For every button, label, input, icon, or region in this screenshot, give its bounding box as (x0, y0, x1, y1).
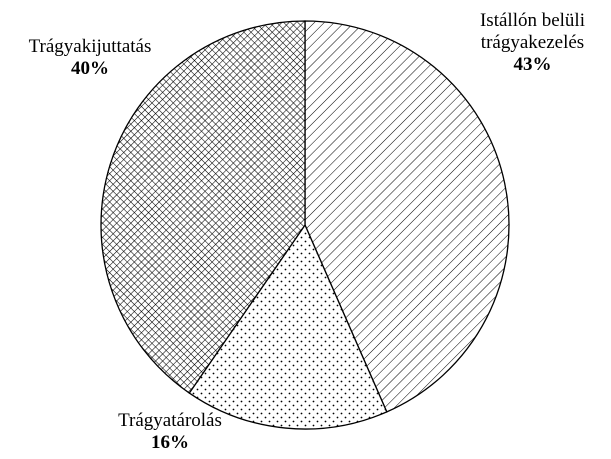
pie-slice (100, 20, 306, 394)
category-label: Trágyatárolás (118, 410, 222, 431)
category-label: Trágyakijuttatás (28, 36, 152, 57)
value-label: 16% (151, 432, 189, 453)
slice-label: Istállón belüli trágyakezelés 43% (455, 10, 610, 76)
category-label: Istállón belüli trágyakezelés (479, 10, 585, 53)
slice-label: Trágyatárolás 16% (90, 410, 250, 454)
value-label: 40% (71, 58, 109, 79)
slice-label: Trágyakijuttatás 40% (5, 36, 175, 80)
pie-slice (188, 223, 388, 430)
value-label: 43% (513, 54, 552, 75)
pie-slice (304, 20, 510, 413)
